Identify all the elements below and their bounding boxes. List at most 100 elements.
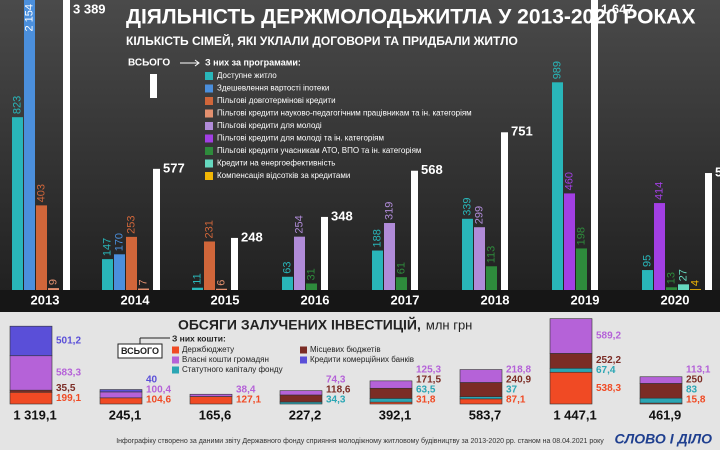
- bar-value-label: 63: [281, 262, 293, 274]
- bar: [48, 288, 59, 290]
- x-tick-label: 2018: [481, 292, 510, 307]
- total-label: 577: [163, 160, 185, 175]
- segment-label: 31,8: [416, 395, 436, 406]
- segment-label: 589,2: [596, 331, 621, 342]
- bar: [204, 241, 215, 290]
- bar: [462, 218, 473, 290]
- bar: [12, 117, 23, 290]
- total-label: 245,1: [109, 407, 142, 422]
- x-tick-label: 2020: [661, 292, 690, 307]
- bar-value-label: 460: [563, 172, 575, 190]
- legend-label: Пільгові кредити для молоді та ін. катег…: [217, 134, 384, 143]
- x-tick-label: 2019: [571, 292, 600, 307]
- bar-value-label: 31: [305, 268, 317, 280]
- bar-segment: [369, 380, 413, 389]
- legend-title: З них за програмами:: [205, 57, 301, 67]
- bar-value-label: 113: [485, 246, 497, 264]
- bar: [654, 203, 665, 290]
- bar-value-label: 414: [653, 182, 665, 200]
- total-bar: [411, 170, 418, 290]
- bar-value-label: 4: [689, 280, 701, 286]
- total-label: 461,9: [649, 407, 682, 422]
- chart-subtitle: КІЛЬКІСТЬ СІМЕЙ, ЯКІ УКЛАЛИ ДОГОВОРИ ТА …: [126, 33, 518, 48]
- bar: [372, 250, 383, 290]
- bar: [192, 287, 203, 290]
- bar-value-label: 188: [371, 229, 383, 247]
- total-label: 392,1: [379, 407, 412, 422]
- bar-segment: [639, 397, 683, 404]
- bar-segment: [369, 398, 413, 403]
- legend-label: Пільгові кредити для молоді: [217, 121, 322, 130]
- segment-label: 87,1: [506, 395, 526, 406]
- bar-segment: [279, 401, 323, 405]
- bar-value-label: 27: [677, 269, 689, 281]
- total-label: 583,7: [469, 407, 502, 422]
- bar-value-label: 7: [137, 279, 149, 285]
- bar-segment: [9, 389, 53, 393]
- bottom-legend-title: З них кошти:: [172, 333, 226, 343]
- legend-swatch: [172, 356, 179, 364]
- legend-swatch: [205, 147, 213, 155]
- total-label: 227,2: [289, 407, 322, 422]
- total-bar: [501, 132, 508, 290]
- x-tick-label: 2013: [31, 292, 60, 307]
- legend-swatch: [205, 172, 213, 180]
- bar-segment: [459, 369, 503, 383]
- segment-label: 127,1: [236, 395, 261, 406]
- segment-label: 83: [686, 385, 698, 396]
- bar-value-label: 147: [101, 238, 113, 256]
- total-label: 557: [715, 164, 720, 179]
- total-legend-swatch: [150, 74, 157, 98]
- bar-segment: [99, 397, 143, 405]
- bar-value-label: 6: [215, 280, 227, 286]
- bar-segment: [9, 391, 53, 405]
- x-tick-label: 2015: [211, 292, 240, 307]
- segment-label: 199,1: [56, 393, 81, 404]
- bar-segment: [279, 390, 323, 396]
- bar-value-label: 9: [47, 279, 59, 285]
- segment-label: 583,3: [56, 368, 81, 379]
- segment-label: 240,9: [506, 375, 531, 386]
- bar-segment: [369, 387, 413, 399]
- legend-arrow-head: [194, 59, 200, 67]
- legend-swatch: [300, 346, 307, 354]
- legend-label: Місцевих бюджетів: [310, 345, 381, 354]
- legend-swatch: [172, 346, 179, 354]
- bar-value-label: 2 154: [23, 4, 35, 32]
- segment-label: 218,8: [506, 365, 531, 376]
- total-label: 568: [421, 162, 443, 177]
- legend-swatch: [205, 72, 213, 80]
- bar-value-label: 95: [641, 255, 653, 267]
- bar: [102, 259, 113, 290]
- bar: [486, 266, 497, 290]
- total-label: 1 319,1: [13, 407, 56, 422]
- bar-value-label: 13: [665, 272, 677, 284]
- legend-swatch: [205, 134, 213, 143]
- legend-swatch: [205, 97, 213, 105]
- legend-swatch: [205, 84, 213, 93]
- segment-label: 40: [146, 375, 158, 386]
- logo: СЛОВО І ДІЛО: [615, 431, 713, 447]
- total-bar: [63, 0, 70, 290]
- bar: [474, 227, 485, 290]
- segment-label: 34,3: [326, 395, 346, 406]
- legend-swatch: [300, 356, 307, 364]
- bar: [138, 288, 149, 290]
- bar: [282, 276, 293, 290]
- legend-label: Власні кошти громадян: [182, 355, 269, 364]
- legend-swatch: [172, 366, 179, 374]
- bar-segment: [9, 325, 53, 357]
- legend-label: Кредити на енергоефективність: [217, 159, 335, 168]
- bar: [384, 223, 395, 290]
- bar-segment: [189, 396, 233, 405]
- total-label: 165,6: [199, 407, 232, 422]
- segment-label: 113,1: [686, 365, 711, 376]
- bar-segment: [99, 391, 143, 399]
- bar-segment: [549, 367, 593, 373]
- segment-label: 250: [686, 375, 703, 386]
- bar: [552, 82, 563, 290]
- legend-label: Здешевлення вартості іпотеки: [217, 84, 329, 93]
- segment-label: 63,5: [416, 385, 436, 396]
- segment-label: 67,4: [596, 365, 616, 376]
- segment-label: 15,8: [686, 395, 706, 406]
